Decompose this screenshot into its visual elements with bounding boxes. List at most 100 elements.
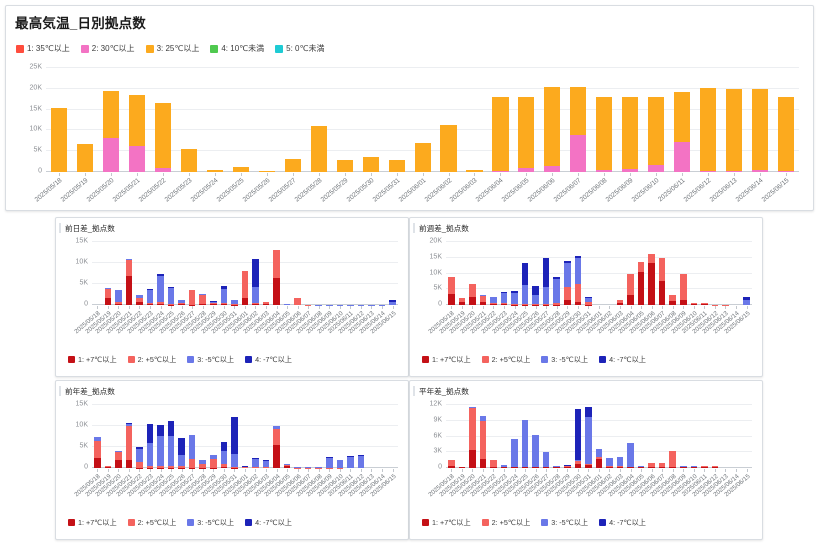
bar-segment[interactable] (167, 286, 175, 289)
bar-segment[interactable] (157, 273, 164, 277)
bar-segment[interactable] (680, 273, 687, 301)
bar-segment[interactable] (564, 299, 571, 305)
bar-segment[interactable] (252, 304, 259, 305)
bar-segment[interactable] (414, 142, 431, 172)
bar-segment[interactable] (606, 458, 613, 466)
bar-segment[interactable] (637, 467, 645, 468)
bar-segment[interactable] (518, 97, 535, 169)
bar-slot[interactable] (617, 68, 643, 172)
bar-slot[interactable] (208, 242, 219, 305)
bar-segment[interactable] (595, 448, 603, 457)
bar-slot[interactable] (541, 242, 552, 305)
bar-slot[interactable] (261, 242, 272, 305)
bar-segment[interactable] (690, 466, 698, 468)
bar-slot[interactable] (520, 405, 531, 468)
bar-slot[interactable] (229, 405, 240, 468)
bar-segment[interactable] (690, 467, 698, 468)
stacked-bar[interactable] (585, 297, 592, 305)
bar-slot[interactable] (773, 68, 799, 172)
bar-segment[interactable] (585, 417, 592, 465)
bar-segment[interactable] (511, 292, 518, 305)
bar-segment[interactable] (220, 467, 228, 468)
bar-slot[interactable] (124, 68, 150, 172)
bar-slot[interactable] (689, 405, 700, 468)
stacked-bar[interactable] (469, 283, 476, 305)
bar-segment[interactable] (157, 436, 164, 467)
bar-slot[interactable] (134, 242, 145, 305)
bar-slot[interactable] (699, 242, 710, 305)
bar-segment[interactable] (262, 303, 270, 305)
bar-segment[interactable] (125, 423, 133, 426)
bar-segment[interactable] (262, 460, 270, 468)
bar-segment[interactable] (500, 293, 508, 304)
bar-segment[interactable] (210, 455, 217, 460)
bar-segment[interactable] (469, 450, 476, 468)
stacked-bar[interactable] (521, 263, 529, 305)
bar-segment[interactable] (669, 301, 677, 305)
bar-segment[interactable] (128, 95, 145, 146)
bar-segment[interactable] (700, 170, 717, 172)
bar-slot[interactable] (513, 68, 539, 172)
legend-item[interactable]: 5: 0℃未満 (275, 44, 324, 53)
bar-segment[interactable] (658, 258, 666, 281)
bar-segment[interactable] (564, 286, 571, 300)
stacked-bar[interactable] (104, 465, 112, 468)
stacked-bar[interactable] (167, 286, 175, 305)
stacked-bar[interactable] (648, 254, 655, 305)
bar-segment[interactable] (241, 467, 249, 468)
bar-segment[interactable] (711, 467, 719, 468)
bar-segment[interactable] (167, 466, 175, 468)
stacked-bar[interactable] (414, 142, 431, 172)
bar-segment[interactable] (627, 295, 634, 305)
bar-segment[interactable] (157, 303, 164, 305)
bar-segment[interactable] (220, 464, 228, 468)
bar-segment[interactable] (115, 301, 122, 304)
bar-segment[interactable] (553, 277, 560, 280)
bar-slot[interactable] (187, 242, 198, 305)
bar-segment[interactable] (648, 463, 655, 468)
bar-slot[interactable] (488, 242, 499, 305)
stacked-bar[interactable] (458, 466, 466, 468)
stacked-bar[interactable] (574, 256, 582, 305)
stacked-bar[interactable] (178, 299, 185, 305)
bar-segment[interactable] (521, 284, 529, 304)
bar-segment[interactable] (273, 445, 280, 468)
bar-segment[interactable] (669, 451, 677, 468)
stacked-bar[interactable] (273, 250, 280, 305)
bar-slot[interactable] (387, 405, 398, 468)
bar-segment[interactable] (500, 303, 508, 305)
bar-segment[interactable] (136, 447, 143, 449)
stacked-bar[interactable] (304, 467, 312, 468)
bar-segment[interactable] (674, 92, 691, 143)
bar-segment[interactable] (178, 466, 185, 468)
legend-item[interactable]: 4: -7℃以上 (245, 355, 292, 364)
bar-segment[interactable] (232, 167, 249, 172)
bar-segment[interactable] (648, 254, 655, 264)
bar-slot[interactable] (615, 242, 626, 305)
bar-segment[interactable] (701, 465, 708, 468)
stacked-bar[interactable] (220, 286, 228, 305)
bar-slot[interactable] (591, 68, 617, 172)
bar-slot[interactable] (462, 68, 488, 172)
legend-item[interactable]: 3: -5℃以上 (541, 518, 588, 527)
bar-segment[interactable] (206, 169, 223, 172)
stacked-bar[interactable] (637, 466, 645, 468)
stacked-bar[interactable] (479, 415, 487, 468)
bar-slot[interactable] (731, 405, 742, 468)
bar-segment[interactable] (574, 302, 582, 305)
bar-slot[interactable] (98, 68, 124, 172)
bar-segment[interactable] (220, 286, 228, 289)
bar-segment[interactable] (458, 466, 466, 468)
stacked-bar[interactable] (542, 258, 550, 305)
bar-segment[interactable] (585, 465, 592, 468)
stacked-bar[interactable] (500, 465, 508, 468)
bar-segment[interactable] (241, 297, 249, 305)
bar-segment[interactable] (188, 289, 196, 305)
bar-segment[interactable] (778, 170, 795, 172)
bar-slot[interactable] (134, 405, 145, 468)
bar-slot[interactable] (646, 242, 657, 305)
stacked-bar[interactable] (199, 460, 206, 468)
bar-segment[interactable] (627, 274, 634, 296)
bar-segment[interactable] (500, 466, 508, 468)
bar-segment[interactable] (273, 250, 280, 278)
